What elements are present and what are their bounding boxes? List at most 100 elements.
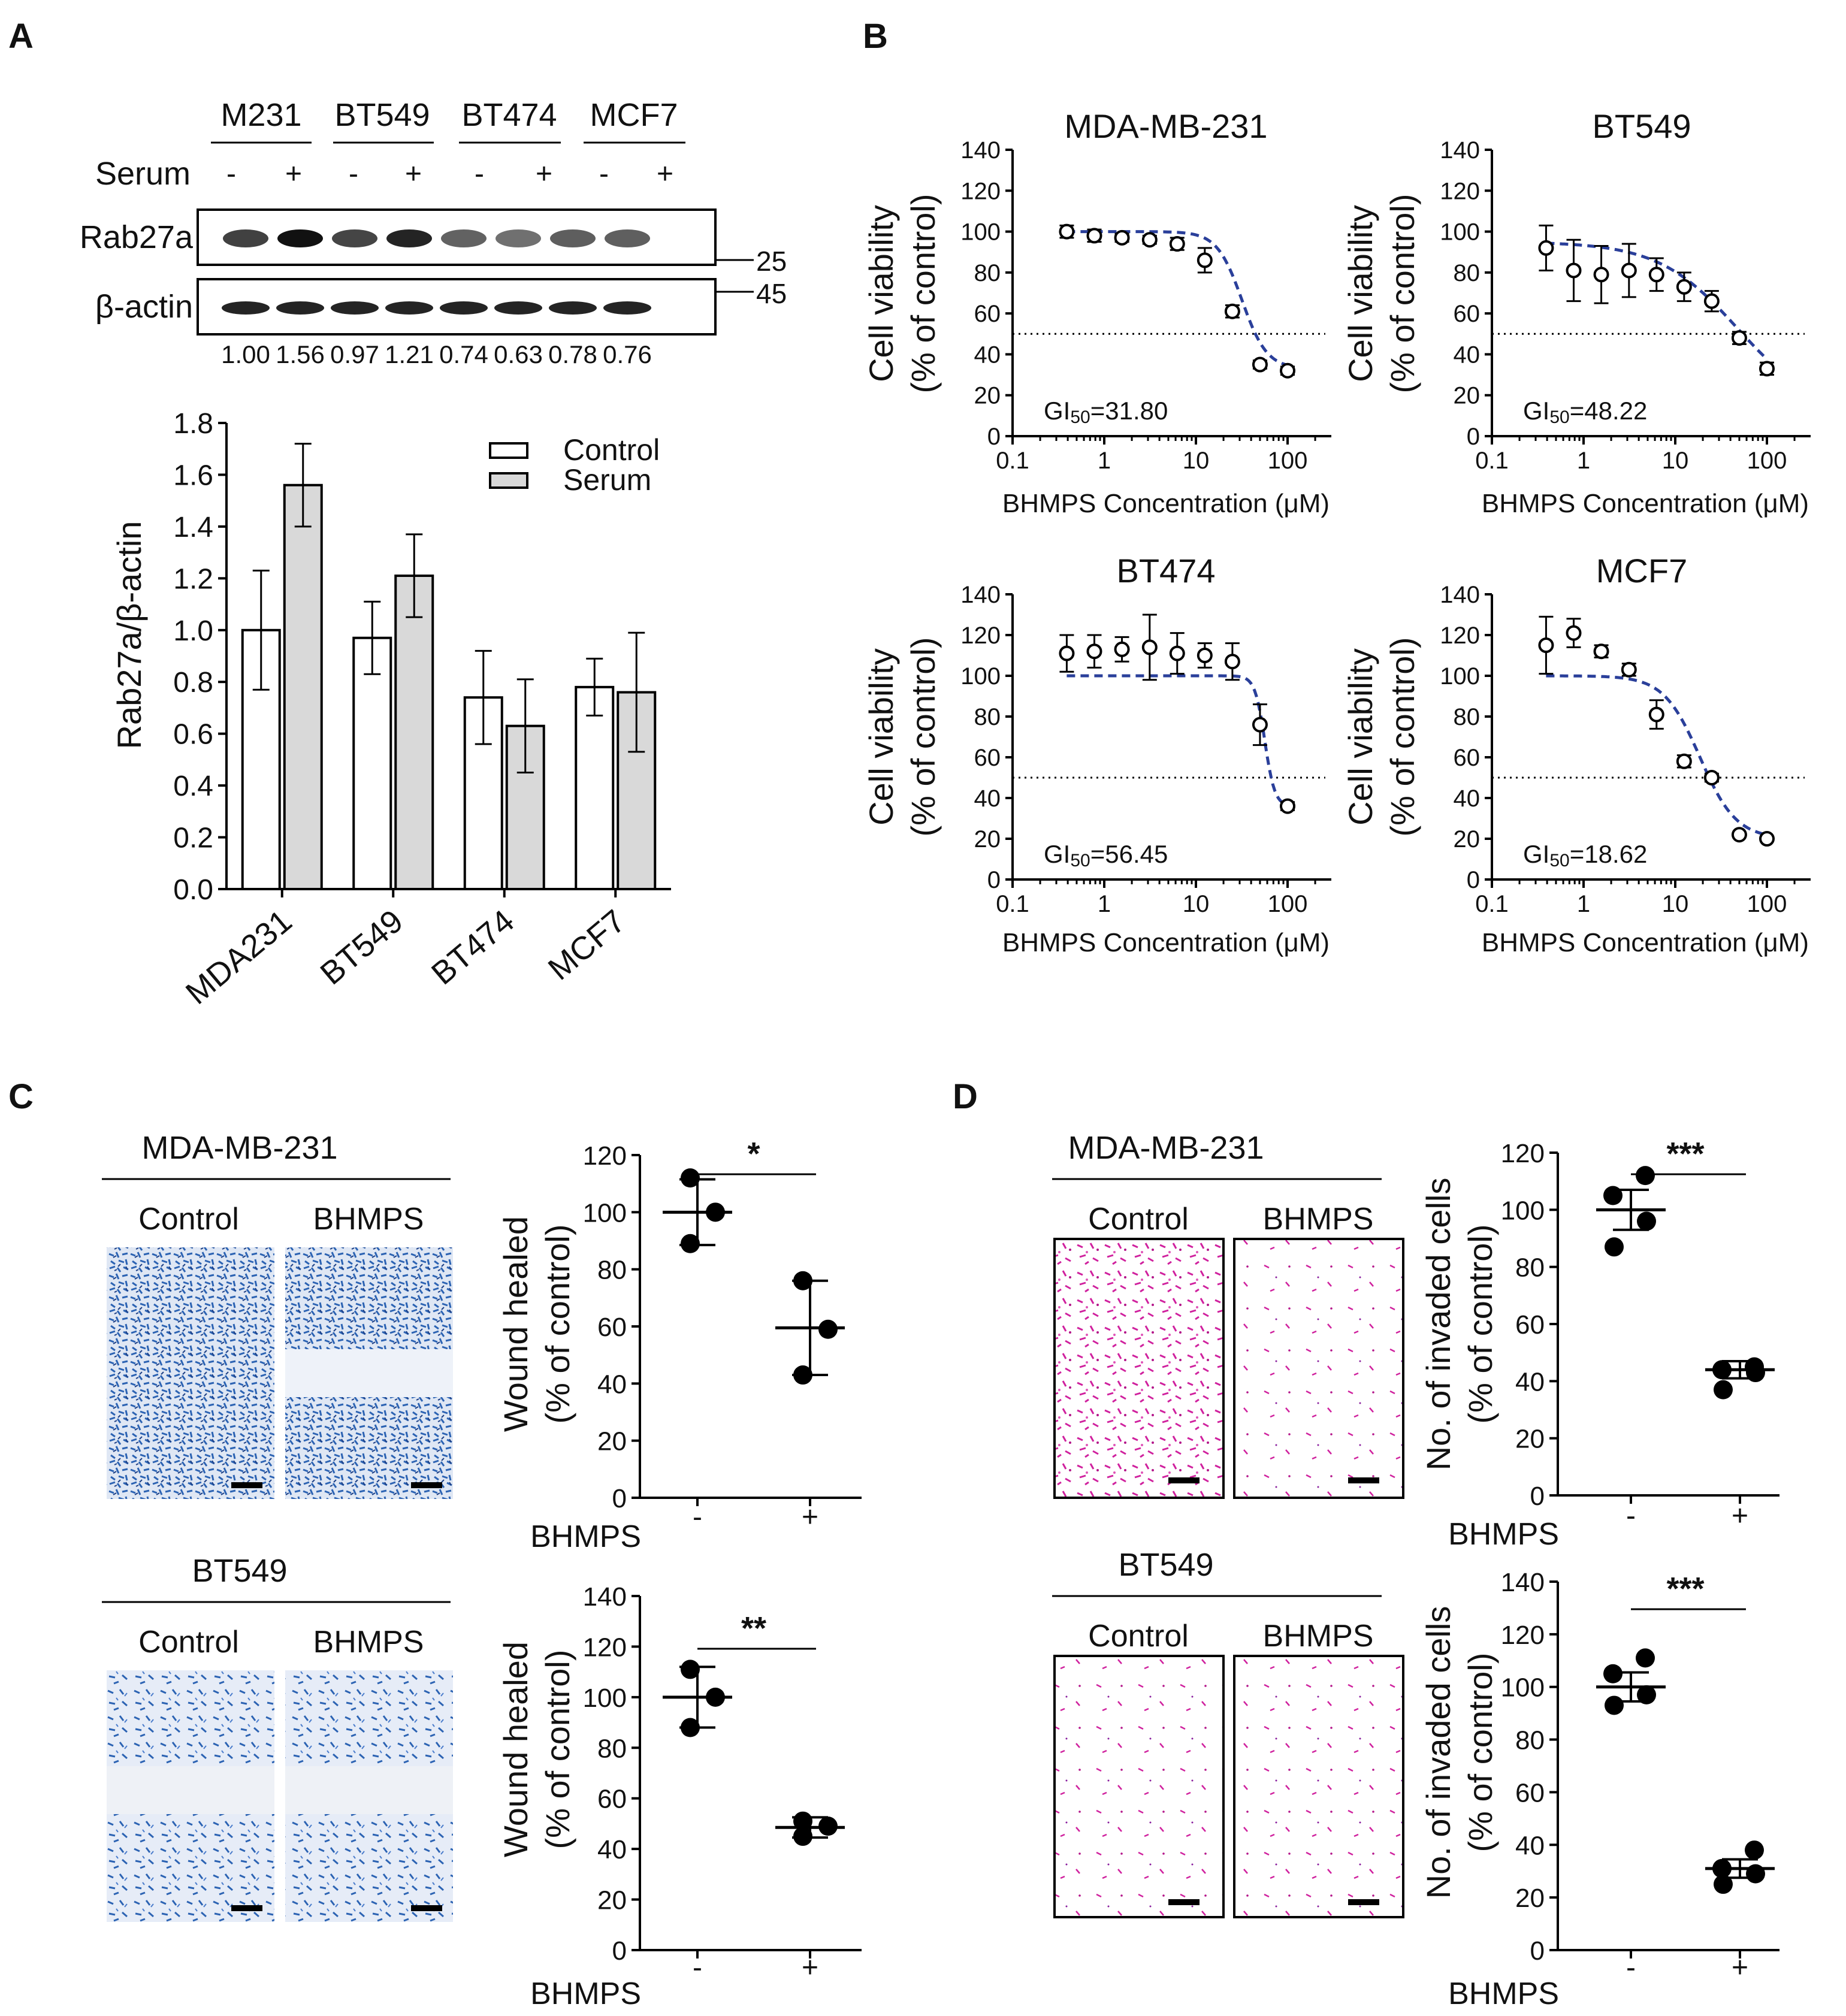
dot-group-label: - xyxy=(1626,1500,1636,1532)
invasion-micrographs: MDA-MB-231 Control BHMPS BT549 Control B… xyxy=(1052,1130,1404,1918)
bar-serum xyxy=(394,575,434,890)
dose-point xyxy=(1059,645,1075,661)
dot-marks-d2: 0 20 40 60 80 100 120 140 - + *** xyxy=(1501,1568,1779,1984)
dot-y-tick-label: 60 xyxy=(1515,1310,1545,1340)
dose-y-tick-label: 100 xyxy=(960,219,1001,246)
dot-group-label: + xyxy=(1732,1952,1748,1984)
blot-group-bt549: BT549 xyxy=(334,97,430,133)
gi50-text: GI xyxy=(1044,397,1070,425)
dose-y-tick-label: 100 xyxy=(960,663,1001,690)
micro-cell-title: BT549 xyxy=(1118,1547,1213,1583)
bar-y-tick-label: 0.0 xyxy=(173,874,213,906)
legend-control: Control xyxy=(563,433,660,467)
dot-y-tick-label: 40 xyxy=(1515,1831,1545,1860)
micro-condition-bhmps: BHMPS xyxy=(313,1625,424,1660)
sig-stars: ** xyxy=(741,1610,766,1646)
blot-group-mcf7: MCF7 xyxy=(590,97,678,133)
blot-group-m231: M231 xyxy=(220,97,301,133)
gi50-text: GI xyxy=(1523,397,1549,425)
dose-point xyxy=(1621,262,1637,279)
dose-point xyxy=(1280,362,1296,379)
dot-y-tick-label: 20 xyxy=(597,1427,627,1456)
band-rab27a xyxy=(550,229,596,247)
dot-y-tick-label: 80 xyxy=(1515,1726,1545,1755)
dose-point xyxy=(1197,648,1213,663)
dose-plot-b4: 0 20 40 60 80 100 120 140 0.1 1 10 100 xyxy=(1440,582,1811,917)
gi50-text: GI xyxy=(1523,840,1549,868)
dot-y-label: Wound healed xyxy=(497,1642,534,1857)
panel-label-a: A xyxy=(8,17,34,56)
dose-x-label: BHMPS Concentration (μM) xyxy=(1482,489,1809,518)
dose-x-tick-label: 100 xyxy=(1747,448,1787,474)
bar-y-label: Rab27a/β-actin xyxy=(110,521,148,749)
dose-y-tick-label: 140 xyxy=(960,582,1001,608)
blot-bands xyxy=(222,229,651,315)
dot-y-tick-label: 80 xyxy=(1515,1253,1545,1283)
dot-y-label-2: (% of control) xyxy=(1461,1653,1499,1852)
bar-x-label: BT474 xyxy=(425,903,521,992)
quant-value: 0.63 xyxy=(494,340,543,368)
dot-point xyxy=(1605,1237,1624,1257)
dose-point xyxy=(1566,262,1582,279)
dot-point xyxy=(1605,1695,1624,1715)
dose-y-tick-label: 20 xyxy=(1454,826,1481,853)
invasion-image-control xyxy=(1053,1655,1225,1918)
sig-stars: *** xyxy=(1666,1136,1704,1172)
dot-group-label: + xyxy=(1732,1500,1748,1532)
blot-quant-row: 1.00 1.56 0.97 1.21 0.74 0.63 0.78 0.76 xyxy=(221,340,652,368)
dose-title: BT549 xyxy=(1593,107,1691,145)
band-actin xyxy=(603,301,651,315)
dot-y-tick-label: 120 xyxy=(1501,1621,1545,1650)
dot-y-tick-label: 60 xyxy=(1515,1778,1545,1808)
band-actin xyxy=(494,301,542,315)
dose-title: MCF7 xyxy=(1596,552,1687,590)
dose-y-tick-label: 100 xyxy=(1440,663,1480,690)
marker-25: 25 xyxy=(756,246,787,277)
band-rab27a xyxy=(496,229,541,247)
wound-gap xyxy=(285,1349,453,1397)
blot-group-bt474: BT474 xyxy=(461,97,557,133)
dose-point xyxy=(1676,279,1692,295)
group-label-bhmps: BHMPS xyxy=(530,1976,641,2011)
scale-bar xyxy=(231,1482,262,1488)
dose-x-tick-label: 100 xyxy=(1268,448,1308,474)
dose-y-tick-label: 20 xyxy=(1454,383,1481,409)
dose-y-tick-label: 0 xyxy=(987,424,1001,450)
dot-point xyxy=(1603,1664,1623,1683)
gi50-label: GI50=56.45 xyxy=(1044,840,1168,871)
invasion-image-bhmps xyxy=(1233,1655,1404,1918)
dose-y-tick-label: 120 xyxy=(960,622,1001,649)
serum-signs: - + - + - + - + xyxy=(226,158,673,190)
gi50-sub: 50 xyxy=(1070,407,1090,427)
scale-bar xyxy=(1348,1477,1379,1483)
band-actin xyxy=(549,301,597,315)
dose-y-label-2: (% of control) xyxy=(904,194,942,394)
dose-point xyxy=(1593,267,1609,283)
bar-y-tick-label: 0.4 xyxy=(173,770,213,802)
band-label-rab27a: Rab27a xyxy=(80,219,194,255)
bar-x-label: MCF7 xyxy=(542,903,632,987)
panel-label-d: D xyxy=(953,1077,978,1116)
serum-sign: - xyxy=(475,158,484,190)
dose-y-label-2: (% of control) xyxy=(1383,194,1421,394)
dot-y-tick-label: 0 xyxy=(1530,1936,1545,1966)
bar-control xyxy=(241,628,281,891)
dose-point xyxy=(1759,361,1775,377)
dot-y-tick-label: 20 xyxy=(597,1886,627,1915)
dose-point xyxy=(1141,639,1158,655)
dot-plot-d1: No. of invaded cells (% of control) BHMP… xyxy=(1419,1178,1559,1552)
dot-point xyxy=(1636,1648,1655,1668)
bar-x-label: BT549 xyxy=(314,903,410,992)
dose-point xyxy=(1566,625,1582,641)
dose-x-tick-label: 0.1 xyxy=(996,448,1029,474)
dose-x-label: BHMPS Concentration (μM) xyxy=(1482,928,1809,957)
scale-bar xyxy=(1348,1899,1379,1905)
dose-y-tick-label: 60 xyxy=(1454,745,1481,771)
quant-value: 0.74 xyxy=(439,340,488,368)
dose-y-tick-label: 80 xyxy=(974,260,1001,286)
dose-y-tick-label: 0 xyxy=(1467,424,1480,450)
dot-y-label: No. of invaded cells xyxy=(1419,1178,1457,1471)
dose-point xyxy=(1538,240,1554,256)
dose-point xyxy=(1252,356,1268,373)
bar-y-tick-label: 1.0 xyxy=(173,615,213,647)
